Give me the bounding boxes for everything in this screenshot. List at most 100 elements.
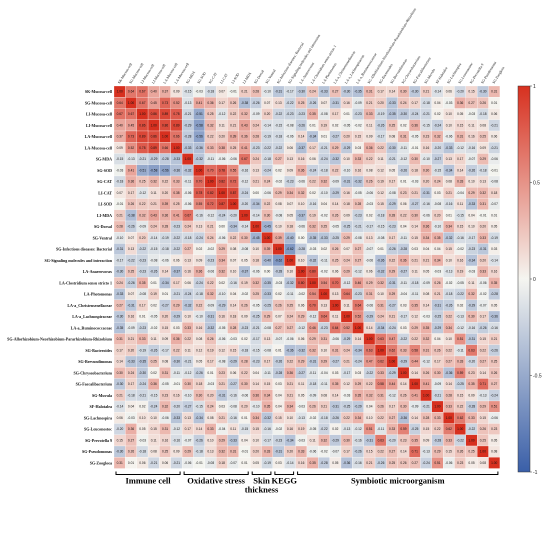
cell-value-label: -0.31 [422, 191, 429, 195]
cell-value-label: -0.11 [400, 146, 407, 150]
cell-value-label: -0.31 [343, 180, 350, 184]
cell-value-label: 0.15 [230, 348, 236, 352]
cell-value-label: -0.02 [320, 213, 327, 217]
cell-value-label: -0.10 [434, 225, 441, 229]
cell-value-label: -0.01 [116, 202, 123, 206]
cell-value-label: -0.06 [264, 191, 271, 195]
cell-value-label: 0.26 [332, 213, 338, 217]
cell-value-label: 1.00 [400, 371, 406, 375]
cell-value-label: -0.06 [184, 191, 191, 195]
cell-value-label: 0.34 [446, 326, 452, 330]
cell-value-label: 0.01 [162, 292, 168, 296]
cell-value-label: -0.26 [127, 281, 134, 285]
cell-value-label: 0.33 [185, 326, 191, 330]
cell-value-label: -0.12 [457, 146, 464, 150]
cell-value-label: 0.13 [196, 225, 202, 229]
cell-value-label: 0.36 [173, 337, 179, 341]
cell-value-label: 0.14 [332, 202, 338, 206]
cell-value-label: 0.05 [332, 461, 338, 465]
cell-value-label: 0.33 [457, 360, 463, 364]
cell-value-label: -0.15 [422, 123, 429, 127]
cell-value-label: 0.36 [253, 393, 259, 397]
cell-value-label: -0.15 [457, 213, 464, 217]
cell-value-label: -0.05 [332, 225, 339, 229]
cell-value-label: 0.32 [423, 337, 429, 341]
row-label: SG-Leuconostoc [84, 427, 112, 432]
cell-value-label: 0.26 [230, 101, 236, 105]
cell-value-label: 0.26 [434, 281, 440, 285]
cell-value-label: -0.23 [354, 292, 361, 296]
cell-value-label: 0.14 [366, 326, 372, 330]
cell-value-label: 0.34 [355, 416, 361, 420]
cell-value-label: -0.35 [116, 326, 123, 330]
cell-value-label: -0.31 [309, 360, 316, 364]
cell-value-label: 0.20 [344, 135, 350, 139]
group-label: Oxidative stress [187, 476, 245, 486]
cell-value-label: 0.40 [117, 123, 123, 127]
cell-value-label: -0.45 [264, 225, 271, 229]
cell-value-label: 0.26 [423, 371, 429, 375]
cell-value-label: 0.52 [173, 101, 179, 105]
cell-value-label: -0.03 [434, 270, 441, 274]
cell-value-label: 0.26 [366, 180, 372, 184]
cell-value-label: -0.04 [218, 427, 225, 431]
cell-value-label: -0.27 [332, 135, 339, 139]
cell-value-label: 1.00 [412, 382, 418, 386]
cell-value-label: -0.18 [184, 236, 191, 240]
cell-value-label: 0.07 [275, 315, 281, 319]
row-label: LA-Mucosa-cell [85, 145, 113, 150]
cell-value-label: -0.33 [468, 202, 475, 206]
cell-value-label: 0.17 [389, 236, 395, 240]
cell-value-label: 0.25 [491, 360, 497, 364]
cell-value-label: 0.10 [446, 337, 452, 341]
cell-value-label: 0.20 [423, 180, 429, 184]
cell-value-label: 0.07 [230, 258, 236, 262]
cell-value-label: -0.31 [127, 303, 134, 307]
cell-value-label: 0.10 [468, 180, 474, 184]
cell-value-label: 0.72 [230, 180, 236, 184]
cell-value-label: 0.22 [366, 157, 372, 161]
cell-value-label: 0.33 [468, 416, 474, 420]
cell-value-label: 0.08 [162, 360, 168, 364]
cell-value-label: 0.30 [241, 236, 247, 240]
cell-value-label: 0.11 [457, 202, 463, 206]
cell-value-label: -0.17 [264, 438, 271, 442]
row-label: SG-Muvula [92, 393, 112, 398]
cell-value-label: -0.01 [491, 168, 498, 172]
cell-value-label: -0.24 [264, 168, 271, 172]
cell-value-label: 0.54 [310, 292, 316, 296]
cell-value-label: 0.16 [128, 315, 134, 319]
cell-value-label: 0.15 [457, 123, 463, 127]
cell-value-label: 0.52 [355, 315, 361, 319]
cell-value-label: -0.36 [343, 461, 350, 465]
cell-value-label: 0.82 [207, 191, 213, 195]
cell-value-label: 0.14 [332, 393, 338, 397]
cell-value-label: -0.15 [275, 123, 282, 127]
cell-value-label: 0.22 [332, 168, 338, 172]
cell-value-label: 0.10 [230, 270, 236, 274]
cell-value-label: -0.30 [116, 382, 123, 386]
cell-value-label: 0.17 [117, 348, 123, 352]
cell-value-label: 0.22 [480, 348, 486, 352]
cell-value-label: 0.32 [253, 281, 259, 285]
cell-value-label: -0.07 [479, 303, 486, 307]
cell-value-label: 0.23 [468, 371, 474, 375]
group-label: Immune cell [126, 476, 172, 486]
cell-value-label: -0.06 [366, 258, 373, 262]
cell-value-label: -0.03 [411, 180, 418, 184]
cell-value-label: 0.28 [389, 213, 395, 217]
cell-value-label: 0.17 [173, 281, 179, 285]
cell-value-label: -0.34 [230, 225, 237, 229]
cell-value-label: -0.25 [434, 315, 441, 319]
cell-value-label: 0.24 [400, 101, 406, 105]
cell-value-label: 0.11 [230, 427, 236, 431]
cell-value-label: -0.31 [434, 303, 441, 307]
cell-value-label: -0.34 [252, 202, 259, 206]
cell-value-label: 0.02 [275, 292, 281, 296]
column-label: SG-CAT [208, 71, 218, 84]
cell-value-label: -0.12 [241, 180, 248, 184]
cell-value-label: 0.29 [310, 337, 316, 341]
cell-value-label: -0.34 [445, 168, 452, 172]
cell-value-label: 0.08 [151, 450, 157, 454]
cell-value-label: 0.03 [275, 382, 281, 386]
